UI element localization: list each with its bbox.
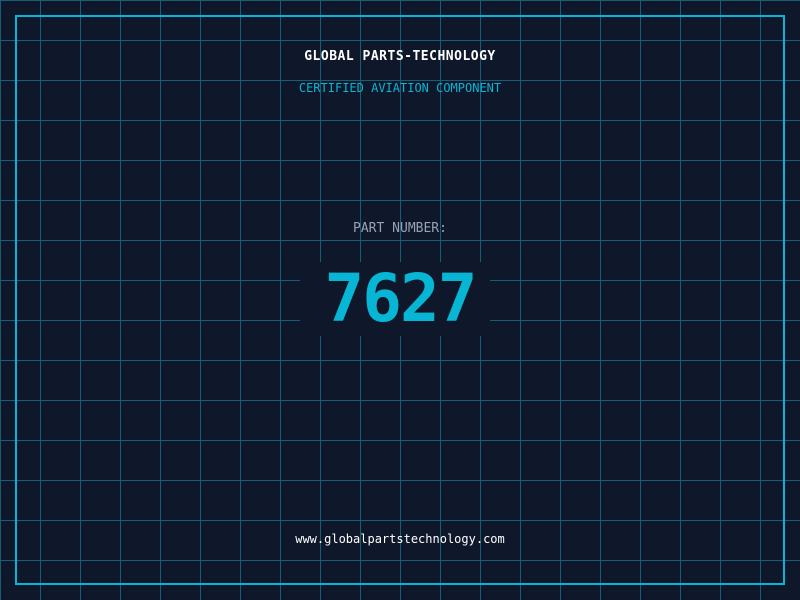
- part-number: 7627: [324, 260, 478, 337]
- website-link[interactable]: www.globalpartstechnology.com: [295, 532, 505, 546]
- part-number-label: PART NUMBER:: [353, 221, 447, 236]
- company-name: GLOBAL PARTS-TECHNOLOGY: [304, 49, 496, 64]
- border-frame: [15, 15, 785, 585]
- part-number-backdrop: [300, 262, 490, 336]
- subtitle: CERTIFIED AVIATION COMPONENT: [298, 81, 502, 95]
